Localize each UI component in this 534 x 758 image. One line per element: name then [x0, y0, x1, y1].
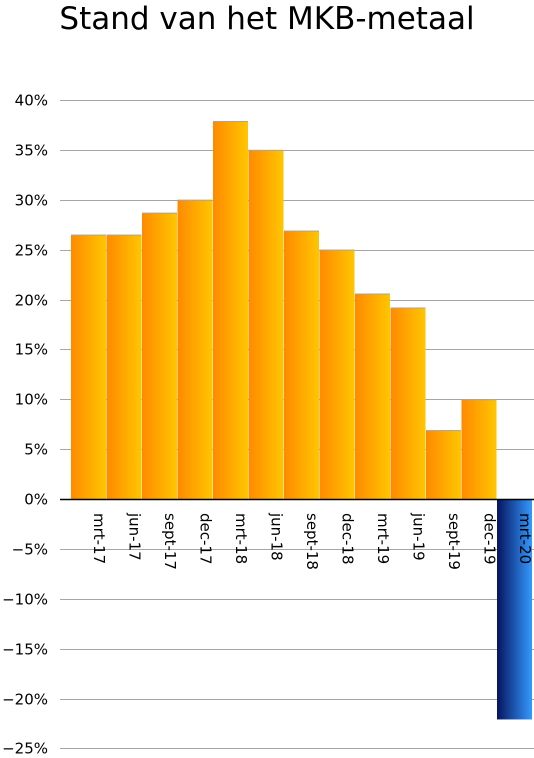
bars — [71, 120, 532, 720]
bar-jun-18 — [248, 149, 284, 500]
y-tick-label: 0% — [24, 491, 48, 509]
bar-jun-19 — [390, 307, 426, 499]
y-axis-tick-labels: 40% 35% 30% 25% 20% 15% 10% 5% 0% −5% −10% −15% −20%… — [2, 92, 48, 758]
bar-mrt-17 — [71, 234, 106, 499]
bar-mrt-20 — [497, 499, 532, 720]
x-tick-label: dec-19 — [480, 513, 498, 565]
x-tick-label: jun-18 — [267, 512, 285, 561]
y-tick-label: 40% — [15, 92, 48, 110]
bar-mrt-19 — [355, 293, 390, 499]
x-tick-label: sept-19 — [445, 513, 463, 570]
x-tick-label: mrt-18 — [232, 513, 250, 564]
y-tick-label: 15% — [15, 341, 48, 359]
y-tick-label: −25% — [2, 740, 48, 758]
y-tick-label: 30% — [15, 192, 48, 210]
x-tick-label: jun-17 — [125, 512, 143, 561]
bar-dec-19 — [461, 399, 497, 499]
y-tick-label: 5% — [24, 441, 48, 459]
y-tick-label: −10% — [2, 591, 48, 609]
y-tick-label: 10% — [15, 391, 48, 409]
bar-dec-17 — [177, 199, 213, 499]
x-tick-label: sept-18 — [303, 513, 321, 570]
y-tick-label: 20% — [15, 292, 48, 310]
y-tick-label: −5% — [12, 541, 48, 559]
x-tick-label: mrt-19 — [374, 513, 392, 564]
bar-mrt-18 — [213, 120, 248, 499]
x-tick-label: sept-17 — [161, 513, 179, 570]
bar-dec-18 — [319, 249, 355, 500]
bar-sept-17 — [142, 212, 177, 499]
x-tick-label: mrt-20 — [516, 513, 534, 564]
y-tick-label: 25% — [15, 242, 48, 260]
x-tick-label: dec-17 — [196, 513, 214, 565]
x-tick-label: dec-18 — [338, 513, 356, 565]
bar-jun-17 — [106, 234, 142, 499]
x-tick-label: mrt-17 — [90, 513, 108, 564]
bar-sept-19 — [426, 430, 461, 499]
category-labels: mrt-17 jun-17 sept-17 dec-17 mrt-18 jun-18 sep… — [90, 512, 534, 570]
chart-title: Stand van het MKB-metaal — [59, 1, 475, 37]
y-tick-label: 35% — [15, 142, 48, 160]
y-tick-label: −20% — [2, 691, 48, 709]
x-tick-label: jun-19 — [409, 512, 427, 561]
bar-sept-18 — [284, 230, 319, 500]
y-tick-label: −15% — [2, 641, 48, 659]
